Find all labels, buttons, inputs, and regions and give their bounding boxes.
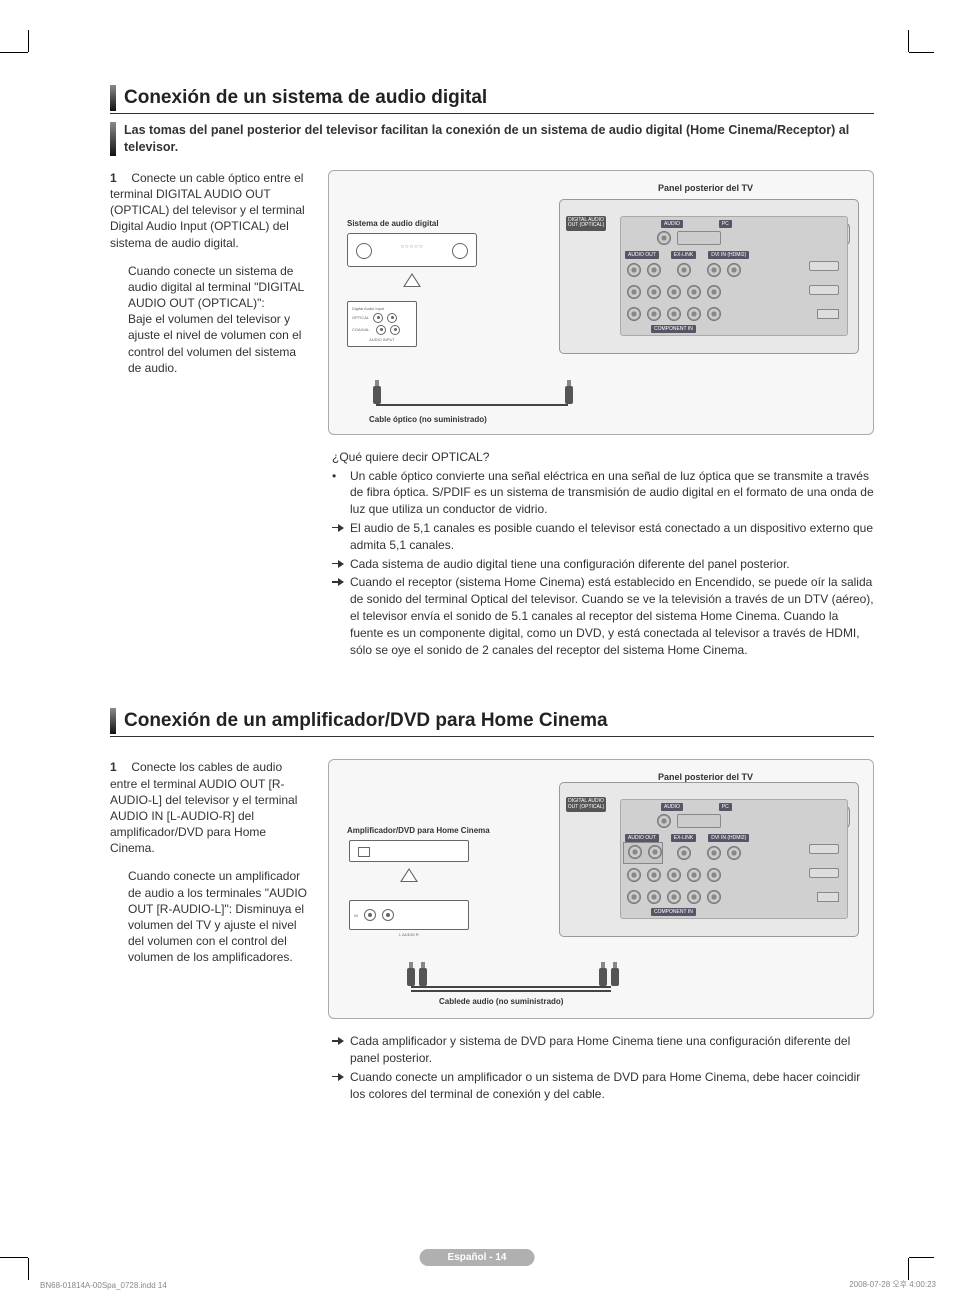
note-arrow-2: Cada sistema de audio digital tiene una … [350, 556, 790, 573]
amplifier-box: IN L AUDIO R [349, 840, 469, 937]
tv-panel-label: Panel posterior del TV [658, 183, 753, 193]
step-text-1: Conecte un cable óptico entre el termina… [110, 171, 305, 250]
tv-panel-label-2: Panel posterior del TV [658, 772, 753, 782]
step-text-3: Baje el volumen del televisor y ajuste e… [128, 311, 310, 376]
section1-title-block: Conexión de un sistema de audio digital [110, 85, 874, 114]
section1-notes: ¿Qué quiere decir OPTICAL? •Un cable ópt… [328, 449, 874, 659]
tv-rear-panel: DIGITAL AUDIO OUT (OPTICAL) AUDIO PC AUD… [559, 199, 859, 354]
optical-question: ¿Qué quiere decir OPTICAL? [332, 449, 874, 466]
section2-notes: Cada amplificador y sistema de DVD para … [328, 1033, 874, 1102]
step-number-2: 1 [110, 759, 128, 775]
cable-label: Cable óptico (no suministrado) [369, 415, 487, 424]
step2-text-2: Cuando conecte un amplificador de audio … [128, 868, 310, 965]
note-arrow-1: El audio de 5,1 canales es posible cuand… [350, 520, 874, 554]
section2-title: Conexión de un amplificador/DVD para Hom… [124, 708, 608, 734]
optical-chip: DIGITAL AUDIO OUT (OPTICAL) [566, 216, 606, 231]
footer-right: 2008-07-28 오후 4:00:23 [849, 1279, 936, 1290]
audio-system-label: Sistema de audio digital [347, 219, 439, 228]
section2-content: 1 Conecte los cables de audio entre el t… [110, 759, 874, 1104]
note2-arrow-1: Cada amplificador y sistema de DVD para … [350, 1033, 874, 1067]
section1-title: Conexión de un sistema de audio digital [124, 85, 487, 111]
page-number-badge: Español - 14 [420, 1249, 535, 1266]
section2-diagram: Panel posterior del TV Amplificador/DVD … [328, 759, 874, 1019]
manual-page: Conexión de un sistema de audio digital … [40, 40, 914, 1270]
footer-left: BN68-01814A-00Spa_0728.indd 14 [40, 1281, 167, 1290]
receiver-box: Digital Audio Input OPTICAL COAXIAL AUDI… [347, 301, 417, 347]
section1-intro: Las tomas del panel posterior del televi… [110, 122, 874, 156]
section2-title-block: Conexión de un amplificador/DVD para Hom… [110, 708, 874, 737]
section2-step: 1 Conecte los cables de audio entre el t… [110, 759, 310, 1104]
cable-label-2: Cablede audio (no suministrado) [439, 997, 563, 1006]
note-bullet-1: Un cable óptico convierte una señal eléc… [350, 468, 874, 518]
step2-text-1: Conecte los cables de audio entre el ter… [110, 760, 297, 855]
step-number: 1 [110, 170, 128, 186]
note-arrow-3: Cuando el receptor (sistema Home Cinema)… [350, 574, 874, 658]
step-text-2: Cuando conecte un sistema de audio digit… [128, 263, 310, 312]
note2-arrow-2: Cuando conecte un amplificador o un sist… [350, 1069, 874, 1103]
amp-label: Amplificador/DVD para Home Cinema [347, 826, 490, 835]
tv-rear-panel-2: DIGITAL AUDIO OUT (OPTICAL) AUDIO PC [559, 782, 859, 937]
section1-step: 1 Conecte un cable óptico entre el termi… [110, 170, 310, 661]
section1-content: 1 Conecte un cable óptico entre el termi… [110, 170, 874, 661]
section1-diagram: Panel posterior del TV Sistema de audio … [328, 170, 874, 435]
